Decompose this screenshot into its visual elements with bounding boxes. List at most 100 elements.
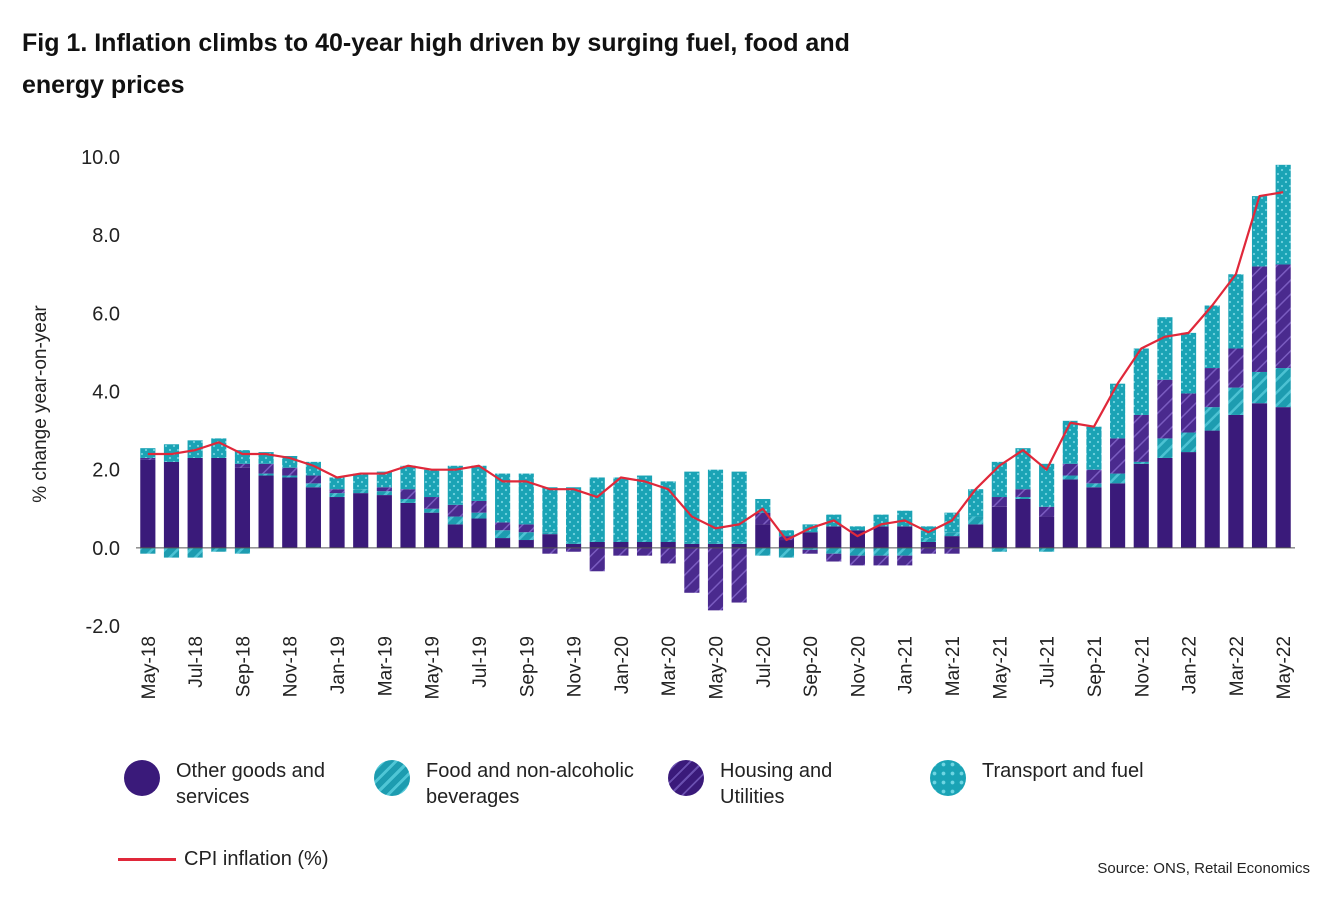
bar-segment-transport xyxy=(731,471,747,542)
bar-segment-other xyxy=(1251,403,1268,548)
bar-segment-other xyxy=(1062,479,1078,548)
bar-segment-housing xyxy=(613,547,629,556)
legend-swatch-food xyxy=(374,760,410,796)
bar-segment-food xyxy=(1228,387,1244,415)
x-tick-label: Mar-20 xyxy=(659,636,680,696)
bar-segment-other xyxy=(1275,407,1291,548)
bar-segment-food xyxy=(471,512,487,519)
bar-segment-other xyxy=(778,540,795,548)
bar-segment-food xyxy=(826,547,842,554)
bar-segment-food xyxy=(566,541,582,544)
bar-segment-other xyxy=(826,526,842,548)
x-tick-label: Jan-20 xyxy=(612,636,633,694)
x-tick-label: Mar-19 xyxy=(375,636,396,696)
y-tick-label: 0.0 xyxy=(92,538,120,560)
x-tick-label: Jul-18 xyxy=(186,636,207,688)
bar-segment-housing xyxy=(140,457,156,460)
legend-swatch-cpi xyxy=(118,858,176,861)
bar-segment-housing xyxy=(400,489,416,499)
bar-segment-other xyxy=(707,543,724,548)
bar-segment-food xyxy=(849,547,865,556)
bar-segment-housing xyxy=(471,500,487,513)
bar-segment-food xyxy=(329,493,345,498)
bar-segment-transport xyxy=(400,465,416,490)
bar-segment-housing xyxy=(447,504,463,517)
bar-segment-transport xyxy=(1133,348,1149,415)
bar-segment-other xyxy=(991,506,1007,548)
bar-segment-transport xyxy=(778,530,795,537)
bar-segment-transport xyxy=(518,473,534,525)
bar-segment-food xyxy=(684,541,700,544)
bar-segment-housing xyxy=(873,555,889,566)
bar-segment-food xyxy=(140,547,156,554)
bar-segment-transport xyxy=(707,469,724,542)
bar-segment-housing xyxy=(1157,379,1173,439)
bar-segment-housing xyxy=(920,547,936,554)
bar-segment-food xyxy=(495,530,511,539)
bar-segment-food xyxy=(778,547,795,558)
bar-segment-housing xyxy=(826,553,842,562)
bar-segment-transport xyxy=(1015,448,1031,490)
bar-segment-transport xyxy=(329,477,345,490)
bar-segment-other xyxy=(424,512,440,548)
legend-label-food: Food and non-alcoholic beverages xyxy=(426,760,634,808)
y-tick-label: 6.0 xyxy=(92,303,120,325)
bar-segment-housing xyxy=(566,547,582,552)
bar-segment-housing xyxy=(1039,506,1055,517)
bar-segment-food xyxy=(1157,438,1173,458)
bar-segment-other xyxy=(1086,487,1102,548)
bar-segment-other xyxy=(542,534,558,548)
bar-segment-transport xyxy=(968,489,984,517)
bar-segment-transport xyxy=(542,487,558,533)
legend-item-cpi: CPI inflation (%) xyxy=(118,848,329,871)
legend-label-housing: Housing and Utilities xyxy=(720,760,833,808)
legend-label-transport: Transport and fuel xyxy=(982,760,1144,782)
bar-segment-food xyxy=(1086,483,1102,488)
x-tick-label: Jan-21 xyxy=(896,636,917,694)
bar-segment-other xyxy=(447,524,463,548)
bar-segment-food xyxy=(731,541,747,544)
bar-segment-food xyxy=(305,483,321,488)
bar-segment-transport xyxy=(1086,426,1102,470)
bar-segment-housing xyxy=(707,547,724,611)
bar-segment-housing xyxy=(518,524,534,533)
bar-segment-food xyxy=(1110,473,1126,484)
bar-segment-food xyxy=(660,540,676,542)
bar-segment-transport xyxy=(566,487,582,542)
bar-segment-food xyxy=(447,516,463,525)
bar-segment-housing xyxy=(1275,264,1291,369)
bar-segment-other xyxy=(1228,414,1244,548)
bar-segment-transport xyxy=(424,469,440,498)
bar-segment-other xyxy=(873,526,889,548)
bar-segment-food xyxy=(589,540,605,542)
cpi-line xyxy=(147,191,1284,542)
bar-segment-transport xyxy=(353,473,369,490)
bar-segment-food xyxy=(1275,368,1291,408)
bar-segment-transport xyxy=(1228,274,1244,349)
legend-label-cpi: CPI inflation (%) xyxy=(184,848,329,870)
bar-segment-transport xyxy=(684,471,700,542)
bar-segment-housing xyxy=(424,497,440,509)
bar-segment-other xyxy=(400,502,416,548)
x-tick-label: Jan-22 xyxy=(1180,636,1201,694)
bar-segment-transport xyxy=(1180,332,1197,394)
bar-segment-food xyxy=(1062,475,1078,480)
x-tick-label: Nov-20 xyxy=(848,636,869,697)
bar-segment-food xyxy=(755,547,771,556)
bar-segment-other xyxy=(353,493,369,548)
bar-segment-transport xyxy=(140,448,156,458)
bar-segment-other xyxy=(684,543,700,548)
bar-segment-other xyxy=(495,538,511,548)
bar-segment-transport xyxy=(589,477,605,541)
y-axis-label: % change year-on-year xyxy=(30,305,51,503)
bar-segment-food xyxy=(991,547,1007,552)
bar-segment-housing xyxy=(495,522,511,531)
x-tick-label: Mar-21 xyxy=(943,636,964,696)
bar-segment-housing xyxy=(1062,463,1078,476)
bar-segment-other xyxy=(1039,516,1055,548)
bar-segment-other xyxy=(518,540,534,548)
bar-segment-other xyxy=(163,461,180,548)
bar-segment-housing xyxy=(897,555,913,566)
bar-segment-housing xyxy=(1110,438,1126,474)
bar-segment-housing xyxy=(589,547,605,572)
